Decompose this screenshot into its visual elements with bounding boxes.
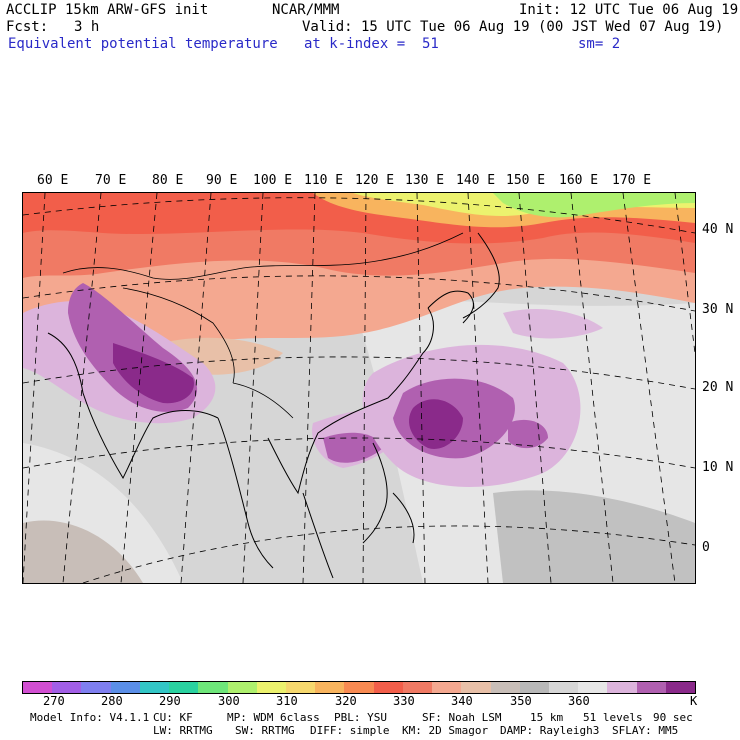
- lat-label-20n: 20 N: [702, 380, 734, 395]
- colorbar: [22, 681, 696, 694]
- model-info-levels: 51 levels: [583, 711, 643, 724]
- colorbar-cell-0: [23, 682, 53, 693]
- colorbar-cell-1: [52, 682, 82, 693]
- colorbar-cell-3: [110, 682, 140, 693]
- lon-label-150e: 150 E: [506, 173, 546, 188]
- lon-label-130e: 130 E: [405, 173, 445, 188]
- model-info-sw: SW: RRTMG: [235, 724, 295, 737]
- colorbar-cell-4: [139, 682, 170, 693]
- colorbar-tick-360: 360: [568, 694, 590, 708]
- colorbar-cell-22: [665, 682, 696, 693]
- colorbar-tick-330: 330: [393, 694, 415, 708]
- forecast-value: 3 h: [74, 19, 100, 35]
- colorbar-cell-20: [607, 682, 637, 693]
- map-panel: [22, 192, 696, 584]
- colorbar-tick-270: 270: [43, 694, 65, 708]
- lat-label-40n: 40 N: [702, 222, 734, 237]
- theta-e-field: [23, 193, 695, 583]
- model-info-resolution: 15 km: [530, 711, 564, 724]
- model-info-km: KM: 2D Smagor: [402, 724, 489, 737]
- model-info-pbl: PBL: YSU: [334, 711, 387, 724]
- lat-label-30n: 30 N: [702, 302, 734, 317]
- colorbar-cell-2: [81, 682, 111, 693]
- colorbar-cell-9: [285, 682, 316, 693]
- colorbar-cell-19: [578, 682, 608, 693]
- north-pacific-purple: [503, 308, 603, 339]
- latitude-lines: [23, 197, 695, 583]
- model-info-sflay: SFLAY: MM5: [612, 724, 679, 737]
- model-info-sf: SF: Noah LSM: [422, 711, 502, 724]
- center-name: NCAR/MMM: [272, 2, 340, 18]
- colorbar-cell-14: [432, 682, 462, 693]
- model-info-timestep: 90 sec: [653, 711, 693, 724]
- ocean-dark-patch: [493, 490, 695, 583]
- lon-label-170e: 170 E: [612, 173, 652, 188]
- colorbar-tick-350: 350: [510, 694, 532, 708]
- colorbar-cell-21: [636, 682, 666, 693]
- lon-label-140e: 140 E: [456, 173, 496, 188]
- colorbar-cell-18: [548, 682, 579, 693]
- init-time: Init: 12 UTC Tue 06 Aug 19: [519, 2, 739, 18]
- longitude-lines: [23, 193, 695, 583]
- lon-label-70e: 70 E: [95, 173, 127, 188]
- lon-label-80e: 80 E: [152, 173, 184, 188]
- india-dark-purple: [113, 343, 194, 404]
- level-index: at k-index = 51: [304, 36, 439, 52]
- colorbar-cell-6: [198, 682, 228, 693]
- typhoon-core: [408, 399, 463, 449]
- colorbar-cell-8: [256, 682, 286, 693]
- lon-label-110e: 110 E: [304, 173, 344, 188]
- colorbar-tick-340: 340: [451, 694, 473, 708]
- colorbar-tick-280: 280: [101, 694, 123, 708]
- colorbar-tick-300: 300: [218, 694, 240, 708]
- valid-time: Valid: 15 UTC Tue 06 Aug 19 (00 JST Wed …: [302, 19, 724, 35]
- colorbar-cell-5: [169, 682, 199, 693]
- colorbar-cell-12: [373, 682, 403, 693]
- colorbar-tick-290: 290: [159, 694, 181, 708]
- model-info-lw: LW: RRTMG: [153, 724, 213, 737]
- model-info-damp: DAMP: Rayleigh3: [500, 724, 600, 737]
- colorbar-tick-320: 320: [335, 694, 357, 708]
- lon-label-90e: 90 E: [206, 173, 238, 188]
- lat-label-10n: 10 N: [702, 460, 734, 475]
- colorbar-cell-15: [461, 682, 491, 693]
- country-borders: [62, 232, 464, 419]
- lat-label-0: 0: [702, 540, 710, 555]
- model-info-cu: CU: KF: [153, 711, 193, 724]
- colorbar-cell-10: [315, 682, 345, 693]
- lon-label-160e: 160 E: [559, 173, 599, 188]
- colorbar-tick-310: 310: [276, 694, 298, 708]
- colorbar-cell-16: [490, 682, 520, 693]
- colorbar-unit: K: [690, 694, 698, 708]
- model-title: ACCLIP 15km ARW-GFS init: [6, 2, 209, 18]
- lon-label-100e: 100 E: [253, 173, 293, 188]
- lon-label-120e: 120 E: [355, 173, 395, 188]
- lon-label-60e: 60 E: [37, 173, 69, 188]
- colorbar-cell-17: [519, 682, 549, 693]
- model-info-diff: DIFF: simple: [310, 724, 390, 737]
- sw-dark-patch: [23, 520, 143, 583]
- scs-mid-purple: [323, 432, 383, 463]
- field-name: Equivalent potential temperature: [8, 36, 278, 52]
- model-info-version: Model Info: V4.1.1: [30, 711, 150, 724]
- model-info-mp: MP: WDM 6class: [227, 711, 320, 724]
- forecast-label: Fcst:: [6, 19, 49, 35]
- colorbar-cell-11: [344, 682, 374, 693]
- colorbar-cell-13: [402, 682, 433, 693]
- colorbar-cell-7: [227, 682, 257, 693]
- smoothing-value: sm= 2: [578, 36, 621, 52]
